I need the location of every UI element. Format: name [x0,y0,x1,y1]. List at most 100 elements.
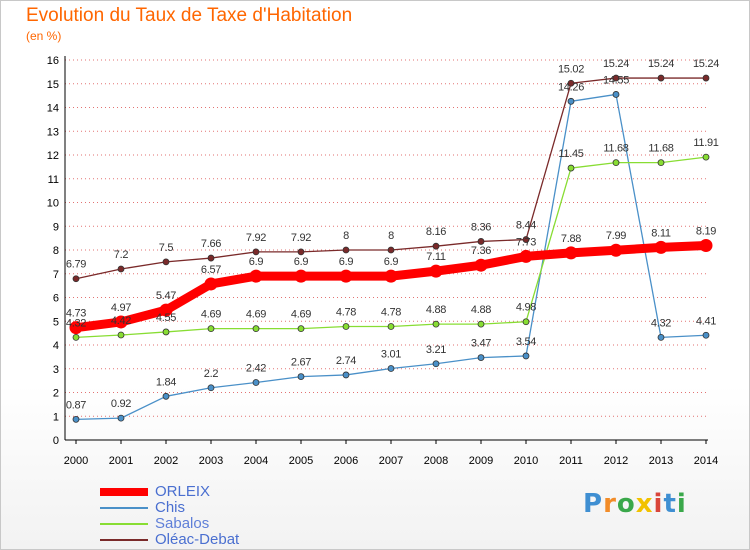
data-point [342,371,350,379]
data-point [72,275,80,283]
legend-label: ORLEIX [155,483,211,500]
data-point [162,392,170,400]
data-label: 11.91 [693,137,718,149]
x-tick-label: 2002 [154,455,178,467]
x-tick-label: 2007 [379,455,403,467]
data-label: 2.2 [204,368,219,380]
data-label: 11.68 [648,143,673,155]
data-label: 7.11 [426,251,446,263]
data-point [567,164,575,172]
data-label: 6.9 [249,256,264,268]
data-point [162,258,170,266]
y-tick-label: 13 [47,126,59,138]
data-point [432,242,440,250]
data-label: 15.24 [648,58,674,70]
data-label: 2.42 [246,363,266,375]
y-tick-label: 15 [47,79,59,91]
y-tick-label: 6 [53,293,59,305]
y-tick-label: 8 [53,245,59,257]
y-tick-label: 14 [47,103,59,115]
data-point [117,331,125,339]
data-label: 2.74 [336,355,356,367]
data-point [114,315,128,329]
data-label: 4.32 [66,317,86,329]
data-label: 11.68 [603,143,628,155]
data-label: 14.26 [558,81,584,93]
data-point [294,269,308,283]
data-label: 7.92 [291,232,311,244]
data-point [297,248,305,256]
data-point [657,74,665,82]
data-label: 7.5 [159,242,174,254]
data-point [702,74,710,82]
data-label: 8.11 [651,227,671,239]
logo-letter: i [676,489,687,519]
data-point [432,320,440,328]
data-label: 8.16 [426,226,446,238]
data-label: 14.55 [603,74,629,86]
logo-letter: P [583,489,604,519]
y-tick-label: 4 [53,340,59,352]
x-tick-label: 2004 [244,455,268,467]
data-point [252,379,260,386]
data-point [567,97,575,105]
data-label: 4.78 [336,306,356,318]
data-label: 7.2 [114,249,129,261]
y-tick-label: 11 [48,174,59,186]
data-point [477,238,485,245]
data-label: 4.73 [66,308,86,320]
data-label: 3.21 [426,344,446,356]
data-label: 4.69 [246,309,266,321]
data-label: 8.36 [471,221,491,233]
data-label: 4.88 [426,304,446,316]
logo-letter: o [616,489,636,519]
data-point [612,91,620,98]
data-point [702,153,710,161]
data-point [342,323,350,330]
logo-letter: x [635,489,654,519]
data-label: 8 [388,230,394,242]
data-point [609,243,623,257]
data-label: 8.44 [516,220,536,232]
data-point [429,264,443,278]
data-point [117,414,125,422]
data-label: 6.9 [294,256,309,268]
legend-label: Sabalos [155,515,210,532]
data-point [342,246,350,254]
x-tick-label: 2014 [694,455,718,467]
y-tick-label: 16 [47,55,59,67]
x-tick-label: 2003 [199,455,223,467]
data-label: 7.88 [561,233,581,245]
data-point [387,323,395,330]
data-label: 5.47 [156,290,176,302]
data-label: 7.99 [606,230,626,242]
data-label: 15.24 [693,58,719,70]
data-label: 7.92 [246,232,266,244]
y-tick-label: 3 [53,364,59,376]
y-tick-label: 9 [53,221,59,233]
logo-letter: r [603,489,617,519]
data-point [339,269,353,283]
data-point [252,325,260,333]
data-label: 4.88 [471,304,491,316]
data-point [654,240,668,254]
data-label: 7.73 [516,236,536,248]
data-point [72,333,80,341]
data-label: 3.47 [471,338,491,350]
logo-letter: t [663,489,677,519]
data-label: 4.78 [381,306,401,318]
data-label: 0.87 [66,399,86,411]
data-label: 2.67 [291,357,311,369]
data-point [252,248,260,256]
x-tick-label: 2001 [109,455,133,467]
proxiti-logo: Proxiti [583,489,687,519]
y-tick-label: 0 [53,435,59,447]
data-point [522,352,530,360]
data-point [117,265,125,273]
data-point [522,318,530,326]
data-label: 15.24 [603,58,629,70]
data-label: 4.41 [696,315,716,327]
data-label: 4.32 [651,317,671,329]
data-label: 6.9 [339,256,354,268]
